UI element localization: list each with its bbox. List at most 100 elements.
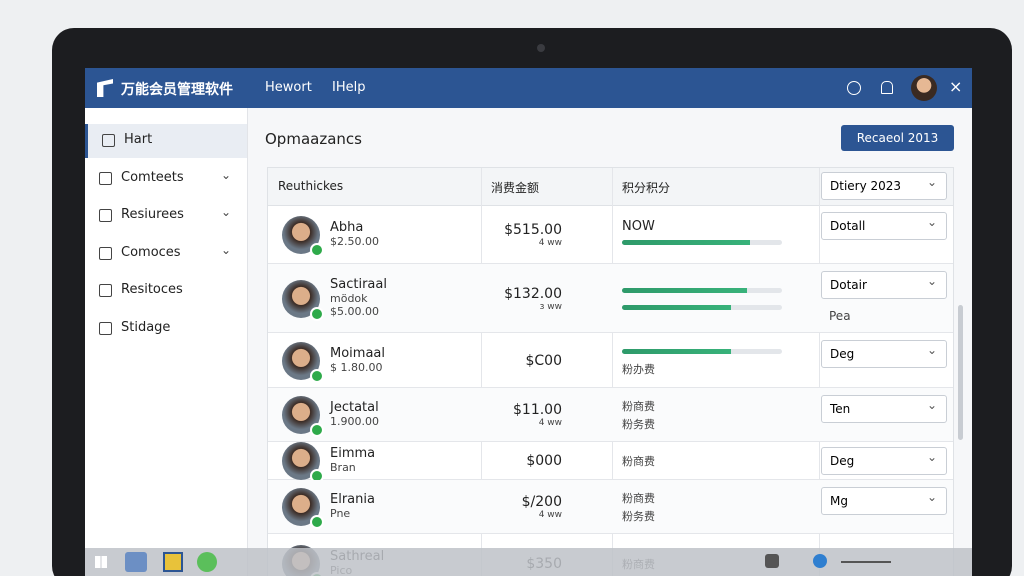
volume-slider[interactable] [841,561,891,563]
member-detail: Bran [330,461,356,474]
points-cell: NOW [622,205,782,264]
table-row: Elrania Pne $/200 4 ww 粉商费粉务费 Mg [268,480,953,534]
chevron: ⌄ [221,167,232,182]
row-select[interactable]: Mg [821,487,947,515]
sidebar-item[interactable]: Resiurees ⌄ [85,199,247,233]
sidebar-item[interactable]: Comteets ⌄ [85,162,247,196]
amount: $132.00 [504,285,562,302]
amount-cell: $515.00 4 ww [481,205,562,264]
column-header[interactable]: Reuthickes [278,179,344,193]
settings-icon[interactable] [847,81,861,95]
table: Reuthickes 消费金额 积分积分 Dtiery 2023 Abha$2.50.0… [267,167,954,576]
member-name: Elrania [330,492,375,507]
sidebar-icon [99,321,112,335]
year-button[interactable]: Recaeol 2013 [841,125,954,151]
taskbar-app[interactable] [125,552,147,572]
column-header[interactable]: 积分积分 [622,181,671,195]
sidebar-label: Stidage [121,319,171,335]
tray-icon [813,554,827,568]
points-cell: 粉办费 [622,333,782,388]
camera [537,44,545,52]
points-cell: 粉商费 粉务费 [622,480,655,534]
amount-cell: $C00 [481,333,563,388]
amount-note: з ww [539,301,562,312]
member-detail: mödok [330,291,368,305]
sidebar-item[interactable]: Comoces ⌄ [85,237,247,271]
tray-icon [765,554,779,568]
progress-fill [622,304,731,310]
points-note: 粉办费 [622,363,655,376]
amount: $000 [526,453,562,469]
member-detail: 1.900.00 [330,415,379,428]
logo [97,79,113,97]
amount: $11.00 [513,402,562,418]
row-select[interactable]: Deg [821,340,947,368]
table-row: Moimaal $ 1.80.00 $C00 粉办费 Deg [268,333,953,388]
status-dot [310,306,324,321]
start-icon[interactable] [95,556,107,568]
amount: $C00 [525,352,563,369]
member-detail: $2.50.00 [330,234,379,248]
chevron: ⌄ [221,242,232,257]
taskbar-app[interactable] [163,552,183,572]
points-note: 粉商费 [622,455,655,468]
sidebar-item[interactable]: Hart [85,124,247,158]
row-select[interactable]: Ten [821,395,947,423]
progress-fill [622,349,731,354]
row-select[interactable]: Deg [821,447,947,475]
column-header[interactable]: 消费金额 [491,181,540,195]
top-bar: 万能会员管理软件 Hewort IHelp × [85,68,972,108]
row-select[interactable]: Dotair [821,271,947,299]
status-dot [310,368,324,383]
member-info: Sactiraal mödok $5.00.00 [330,277,387,318]
close-icon[interactable]: × [949,77,963,96]
points-note: 粉务费 [622,510,655,523]
points-note: 粉商费 [622,400,655,413]
progress-fill [622,287,747,293]
col-divider [612,168,613,576]
points-cell [622,264,782,333]
member-name: Moimaal [330,345,385,361]
sidebar-item[interactable]: Resitoces [85,274,247,308]
sidebar-icon [99,284,112,297]
bell-icon[interactable] [881,81,893,94]
member-name: Eimma [330,446,376,461]
sidebar-icon [99,246,112,260]
member-name: Sactiraal [330,276,387,292]
table-row: Jectatal 1.900.00 $11.00 4 ww 粉商费 粉务费 Ten [268,388,953,442]
sidebar-icon [99,171,112,185]
sidebar-label: Comoces [121,244,181,260]
progress-bar [622,287,782,293]
status-dot [310,242,324,257]
sidebar-label: Resitoces [121,282,183,297]
amount: $/200 [521,494,562,510]
sidebar-item[interactable]: Stidage [85,312,247,346]
column-filter[interactable]: Dtiery 2023 [821,172,947,200]
points-cell: 粉商费 [622,442,655,480]
amount-cell: $11.00 4 ww [481,388,562,442]
status-dot [310,423,324,437]
user-avatar[interactable] [911,75,937,101]
table-row: Abha $2.50.00 $515.00 4 ww NOW Dotall [268,205,953,264]
member-detail: $5.00.00 [330,304,379,318]
nav-item[interactable]: Hewort [265,80,312,95]
row-select[interactable]: Dotall [821,212,947,240]
amount: $515.00 [504,221,562,238]
progress-bar [622,239,782,245]
points-note: 粉商费 [622,492,655,505]
progress-fill [622,239,750,245]
taskbar [85,548,972,576]
member-detail: $ 1.80.00 [330,360,383,374]
row-extra: Pea [829,309,851,323]
points-note: 粉务费 [622,418,655,431]
member-detail: Pne [330,507,351,520]
scrollbar [958,305,963,440]
amount-cell: $/200 4 ww [481,480,562,534]
col-divider [481,168,482,576]
nav-item[interactable]: IHelp [332,80,366,95]
app-title: 万能会员管理软件 [121,82,233,98]
taskbar-app[interactable] [197,552,217,572]
amount-note: 4 ww [538,510,562,520]
